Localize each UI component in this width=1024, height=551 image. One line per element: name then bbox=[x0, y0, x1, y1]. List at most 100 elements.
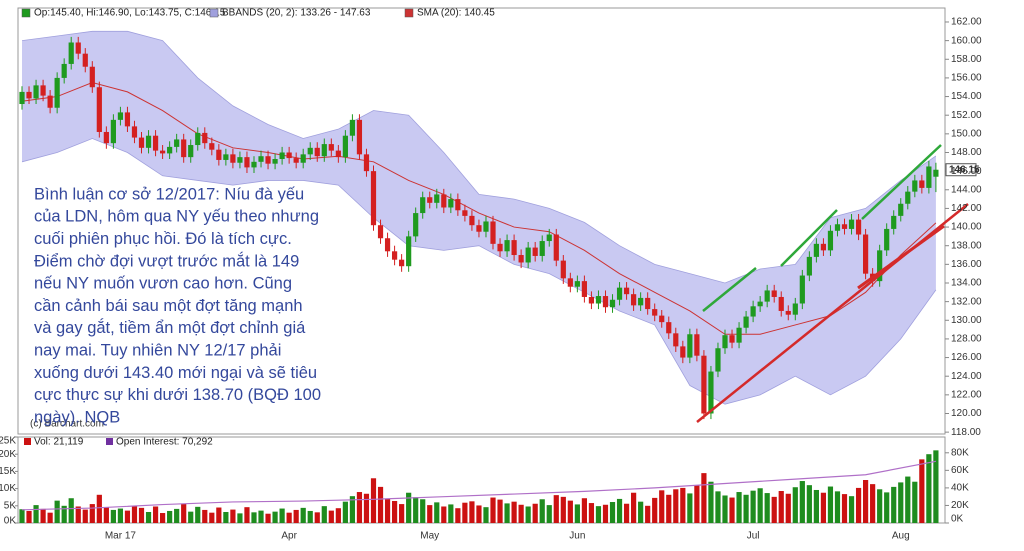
y-tick-label: 138.00 bbox=[951, 240, 982, 251]
volume-bar bbox=[884, 492, 890, 523]
candle-body bbox=[877, 250, 883, 282]
y-tick-label: 130.00 bbox=[951, 315, 982, 326]
candle-body bbox=[645, 297, 651, 310]
annotation-line: nay mai. Tuy nhiên NY 12/17 phải bbox=[34, 341, 281, 359]
candle-body bbox=[399, 259, 405, 267]
candle-body bbox=[265, 156, 271, 164]
volume-bar bbox=[124, 510, 131, 523]
candle-body bbox=[167, 146, 173, 154]
legend-swatch bbox=[209, 8, 219, 18]
candle-body bbox=[574, 281, 580, 287]
volume-bar bbox=[328, 510, 334, 523]
volume-bar bbox=[342, 501, 348, 523]
volume-bar bbox=[89, 504, 95, 523]
y-tick-label: 25K bbox=[0, 436, 16, 447]
volume-bar bbox=[47, 512, 53, 523]
candle-body bbox=[553, 234, 559, 261]
y-tick-label: 118.00 bbox=[951, 427, 981, 438]
volume-bar bbox=[813, 489, 819, 523]
volume-bar bbox=[736, 492, 742, 523]
volume-bar bbox=[188, 511, 194, 523]
trend-lines bbox=[696, 144, 969, 423]
volume-bar bbox=[448, 504, 454, 523]
volume-bar bbox=[209, 512, 215, 523]
volume-bar bbox=[645, 505, 651, 523]
candle-body bbox=[525, 247, 531, 263]
volume-bar bbox=[708, 481, 714, 523]
candle-body bbox=[905, 191, 911, 204]
volume-bar bbox=[181, 503, 187, 523]
candle-body bbox=[441, 194, 447, 208]
volume-bar bbox=[216, 507, 222, 523]
candle-body bbox=[258, 156, 264, 162]
annotation-line: cần cảnh bái sau một đợt tăng mạnh bbox=[34, 297, 303, 315]
volume-bar bbox=[110, 509, 116, 523]
volume-bar bbox=[848, 496, 855, 523]
candle-body bbox=[841, 224, 848, 229]
candle-body bbox=[47, 95, 53, 108]
candle-body bbox=[138, 137, 145, 148]
candle-body bbox=[377, 225, 384, 239]
volume-bar bbox=[258, 510, 264, 523]
legend-swatch bbox=[106, 438, 113, 445]
candle-body bbox=[581, 281, 587, 297]
candle-body bbox=[19, 91, 25, 105]
candle-body bbox=[743, 316, 749, 328]
candle-body bbox=[588, 296, 595, 304]
y-tick-label: 15K bbox=[0, 466, 16, 477]
annotation-line: cuối phiên phục hồi. Đó là tích cực. bbox=[34, 230, 292, 248]
volume-bar bbox=[652, 497, 658, 523]
volume-bar bbox=[251, 512, 257, 523]
trend-line bbox=[702, 267, 757, 312]
volume-bar bbox=[117, 508, 124, 523]
candle-body bbox=[701, 355, 707, 414]
y2-tick-label: 60K bbox=[951, 465, 969, 476]
candle-body bbox=[103, 131, 109, 144]
volume-bar bbox=[244, 507, 250, 523]
volume-bar bbox=[898, 482, 904, 523]
volume-bar bbox=[33, 505, 39, 523]
candle-body bbox=[511, 240, 517, 256]
volume-bar bbox=[778, 491, 784, 523]
legend-swatch bbox=[21, 8, 31, 18]
y-tick-label: 132.00 bbox=[951, 296, 982, 307]
band-edge bbox=[21, 30, 937, 284]
candle-body bbox=[898, 203, 904, 216]
volume-bar bbox=[490, 497, 496, 523]
candle-body bbox=[61, 63, 67, 78]
annotation-line: nếu NY muốn vươn cao hơn. Cũng bbox=[34, 275, 292, 293]
mark-layer bbox=[15, 21, 977, 524]
candle-body bbox=[427, 197, 433, 203]
volume-bar bbox=[384, 498, 391, 523]
volume-bar bbox=[518, 504, 524, 523]
y-tick-label: 126.00 bbox=[951, 352, 982, 363]
candle-body bbox=[216, 149, 222, 160]
legend-label: BBANDS (20, 2): 133.26 - 147.63 bbox=[222, 8, 371, 19]
volume-bar bbox=[757, 488, 763, 523]
candle-body bbox=[609, 299, 616, 308]
annotation-line: Điểm chờ đợi vượt trước mắt là 149 bbox=[34, 251, 299, 270]
legend-label: Op:145.40, Hi:146.90, Lo:143.75, C:146.1… bbox=[34, 8, 226, 19]
candle-body bbox=[813, 243, 819, 257]
y2-tick-label: 80K bbox=[951, 447, 969, 458]
volume-bar bbox=[145, 511, 152, 523]
y-tick-label: 144.00 bbox=[951, 184, 982, 195]
volume-bar bbox=[469, 501, 475, 523]
volume-bar bbox=[406, 492, 412, 523]
candle-body bbox=[96, 87, 102, 132]
volume-bar bbox=[834, 491, 841, 523]
candle-body bbox=[778, 296, 784, 311]
volume-bar bbox=[75, 506, 81, 523]
volume-bar bbox=[574, 504, 580, 523]
volume-bar bbox=[413, 497, 419, 523]
volume-bar bbox=[912, 481, 918, 523]
last-price-label: 146.15 bbox=[949, 164, 980, 175]
volume-bar bbox=[581, 498, 587, 523]
candle-body bbox=[926, 166, 932, 188]
candle-body bbox=[209, 143, 215, 150]
volume-bar bbox=[497, 499, 503, 523]
y-tick-label: 156.00 bbox=[951, 73, 982, 84]
volume-bar bbox=[286, 512, 292, 523]
annotation-line: xuống dưới 143.40 mới ngại và sẽ tiêu bbox=[34, 364, 317, 382]
